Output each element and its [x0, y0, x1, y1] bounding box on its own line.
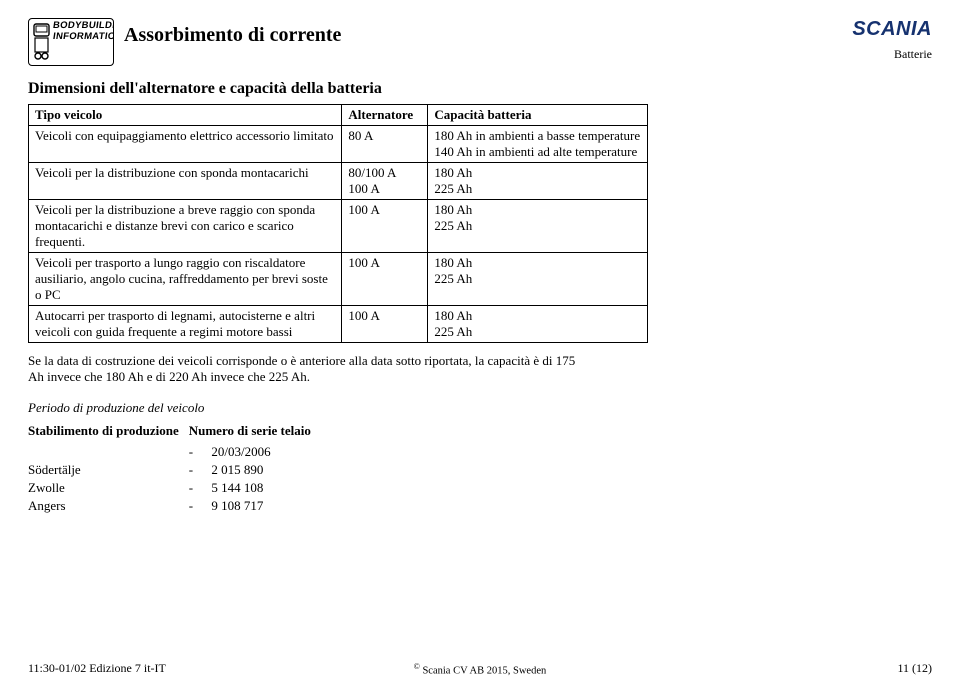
table-header-row: Tipo veicolo Alternatore Capacità batter… — [29, 105, 648, 126]
cell: 100 A — [342, 306, 428, 343]
spec-table: Tipo veicolo Alternatore Capacità batter… — [28, 104, 648, 343]
cell: 80/100 A100 A — [342, 163, 428, 200]
cell: 180 Ah225 Ah — [428, 253, 648, 306]
dash: - — [189, 461, 212, 479]
cell: Veicoli con equipaggiamento elettrico ac… — [29, 126, 342, 163]
cell: 180 Ah225 Ah — [428, 306, 648, 343]
table-row: Zwolle - 5 144 108 — [28, 479, 321, 497]
cell: 80 A — [342, 126, 428, 163]
cell: 9 108 717 — [211, 497, 320, 515]
brand-subtitle: Batterie — [852, 47, 932, 62]
cell: 180 Ah225 Ah — [428, 200, 648, 253]
logo-text-1: BODYBUILDING — [52, 20, 114, 31]
cell: Angers — [28, 497, 189, 515]
footer-center-text: Scania CV AB 2015, Sweden — [422, 665, 546, 676]
col-header: Capacità batteria — [428, 105, 648, 126]
section-title: Dimensioni dell'alternatore e capacità d… — [28, 80, 932, 98]
page-footer: 11:30-01/02 Edizione 7 it-IT © Scania CV… — [28, 661, 932, 676]
table-header-row: Stabilimento di produzione Numero di ser… — [28, 422, 321, 443]
cell: 100 A — [342, 200, 428, 253]
cell: 2 015 890 — [211, 461, 320, 479]
table-row: - 20/03/2006 — [28, 443, 321, 461]
cell: 100 A — [342, 253, 428, 306]
cell: Södertälje — [28, 461, 189, 479]
dash: - — [189, 479, 212, 497]
cell: Veicoli per la distribuzione con sponda … — [29, 163, 342, 200]
copyright-icon: © — [414, 662, 420, 671]
header-right: SCANIA Batterie — [852, 18, 932, 62]
table-row: Södertälje - 2 015 890 — [28, 461, 321, 479]
table-row: Autocarri per trasporto di legnami, auto… — [29, 306, 648, 343]
footer-center: © Scania CV AB 2015, Sweden — [414, 662, 546, 677]
period-title: Periodo di produzione del veicolo — [28, 400, 932, 416]
col-header: Numero di serie telaio — [189, 422, 321, 443]
table-row: Angers - 9 108 717 — [28, 497, 321, 515]
table-row: Veicoli per trasporto a lungo raggio con… — [29, 253, 648, 306]
cell: 180 Ah225 Ah — [428, 163, 648, 200]
bodybuilding-info-logo: BODYBUILDING INFORMATION — [28, 18, 114, 66]
table-row: Veicoli con equipaggiamento elettrico ac… — [29, 126, 648, 163]
col-header: Stabilimento di produzione — [28, 422, 189, 443]
col-header: Tipo veicolo — [29, 105, 342, 126]
col-header: Alternatore — [342, 105, 428, 126]
table-row: Veicoli per la distribuzione a breve rag… — [29, 200, 648, 253]
note-text: Se la data di costruzione dei veicoli co… — [28, 353, 588, 386]
truck-icon — [31, 21, 53, 61]
dash: - — [189, 497, 212, 515]
cell — [28, 443, 189, 461]
table-row: Veicoli per la distribuzione con sponda … — [29, 163, 648, 200]
dash: - — [189, 443, 212, 461]
logo-text-2: INFORMATION — [52, 31, 114, 42]
page-title: Assorbimento di corrente — [124, 24, 341, 47]
cell: Veicoli per la distribuzione a breve rag… — [29, 200, 342, 253]
cell: 20/03/2006 — [211, 443, 320, 461]
brand-logo: SCANIA — [852, 18, 932, 41]
footer-left: 11:30-01/02 Edizione 7 it-IT — [28, 661, 166, 676]
production-table: Stabilimento di produzione Numero di ser… — [28, 422, 321, 515]
cell: 5 144 108 — [211, 479, 320, 497]
cell: Veicoli per trasporto a lungo raggio con… — [29, 253, 342, 306]
cell: 180 Ah in ambienti a basse temperature14… — [428, 126, 648, 163]
cell: Autocarri per trasporto di legnami, auto… — [29, 306, 342, 343]
cell: Zwolle — [28, 479, 189, 497]
header-left: BODYBUILDING INFORMATION Assorbimento di… — [28, 18, 341, 66]
footer-right: 11 (12) — [897, 661, 932, 676]
page-header: BODYBUILDING INFORMATION Assorbimento di… — [28, 18, 932, 66]
